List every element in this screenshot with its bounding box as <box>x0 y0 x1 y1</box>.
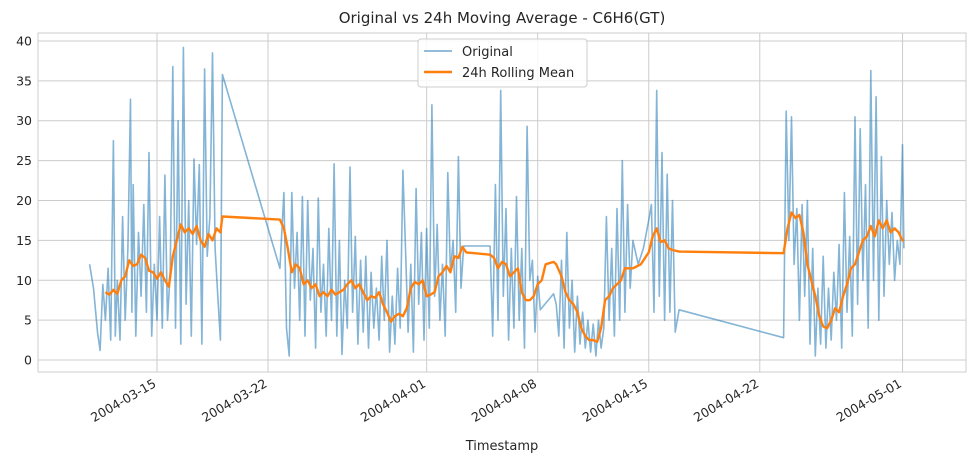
legend-label-original: Original <box>462 45 513 60</box>
legend: Original 24h Rolling Mean <box>417 38 588 88</box>
legend-label-rolling-mean: 24h Rolling Mean <box>462 66 574 81</box>
chart-title: Original vs 24h Moving Average - C6H6(GT… <box>339 9 666 27</box>
legend-box <box>417 38 588 88</box>
y-tick-label: 10 <box>16 273 32 288</box>
y-tick-label: 20 <box>16 193 32 208</box>
y-tick-label: 25 <box>16 153 32 168</box>
x-axis-label: Timestamp <box>465 439 539 454</box>
series-layer <box>88 46 905 357</box>
y-tick-label: 5 <box>24 313 32 328</box>
y-tick-label: 35 <box>16 73 32 88</box>
series-line-rolling-mean <box>104 211 904 343</box>
y-tick-label: 0 <box>24 353 32 368</box>
y-axis-ticks: 0 5 10 15 20 25 30 35 40 <box>16 33 32 367</box>
y-tick-label: 40 <box>16 33 32 48</box>
plot-frame <box>37 32 967 373</box>
y-tick-label: 30 <box>16 113 32 128</box>
series-line-original <box>88 46 905 357</box>
y-tick-label: 15 <box>16 233 32 248</box>
